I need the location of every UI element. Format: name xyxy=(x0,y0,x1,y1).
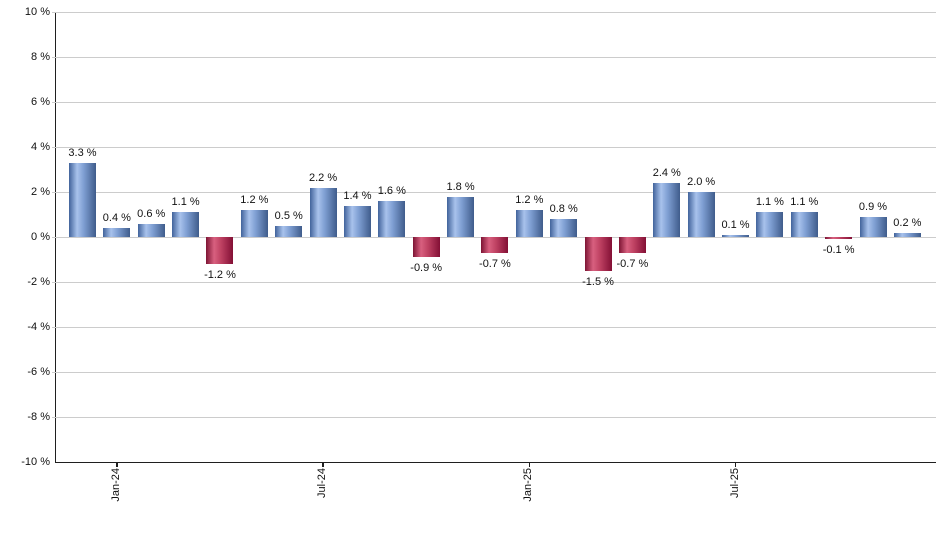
bar-value-label: 0.9 % xyxy=(858,200,888,213)
bar-positive xyxy=(756,212,784,237)
bar-value-label: -1.2 % xyxy=(204,269,236,281)
bar-positive xyxy=(893,232,921,237)
bar-value-label: -0.7 % xyxy=(616,257,649,270)
y-tick-label: 4 % xyxy=(31,141,50,153)
gridline xyxy=(52,56,936,58)
bar-value-label: 1.2 % xyxy=(515,194,544,206)
bar-value-label: 0.5 % xyxy=(274,209,303,222)
bar-positive xyxy=(378,201,406,237)
bar-value-label: 3.3 % xyxy=(68,146,97,159)
x-tick-label: Jul-25 xyxy=(728,468,741,498)
y-tick-label: -10 % xyxy=(21,456,50,468)
gridline xyxy=(52,416,936,418)
bar-value-label: 2.0 % xyxy=(687,176,716,188)
bar-value-label: 1.2 % xyxy=(240,194,269,206)
bar-value-label: 0.2 % xyxy=(893,216,922,229)
bar-value-label: -0.1 % xyxy=(822,244,855,257)
bar-value-label: 0.6 % xyxy=(137,207,166,220)
y-tick-label: 8 % xyxy=(31,51,50,63)
gridline xyxy=(52,146,936,148)
x-axis-tick xyxy=(116,462,118,467)
bar-positive xyxy=(309,187,337,237)
bar-value-label: 1.8 % xyxy=(446,180,475,193)
bar-value-label: 1.6 % xyxy=(377,185,406,197)
bar-negative xyxy=(412,237,440,258)
bar-positive xyxy=(343,205,371,237)
bar-positive xyxy=(550,219,578,237)
bar-value-label: 0.4 % xyxy=(102,212,131,224)
y-tick-label: 10 % xyxy=(24,6,50,18)
bar-positive xyxy=(137,223,165,237)
bar-negative xyxy=(206,237,234,264)
x-axis-tick xyxy=(528,462,531,467)
bar-positive xyxy=(69,162,96,237)
bar-positive xyxy=(859,216,887,237)
y-tick-label: -8 % xyxy=(27,411,50,423)
bar-positive xyxy=(240,210,268,237)
bar-value-label: 1.4 % xyxy=(343,189,372,202)
y-tick-label: -2 % xyxy=(27,276,50,288)
bar-value-label: 2.2 % xyxy=(309,171,338,184)
bar-positive xyxy=(515,210,543,237)
gridline xyxy=(52,191,936,193)
gridline xyxy=(52,326,936,328)
gridline xyxy=(52,11,936,13)
bar-value-label: 1.1 % xyxy=(171,196,200,209)
bar-value-label: -0.7 % xyxy=(479,257,511,270)
bar-positive xyxy=(172,212,200,237)
x-tick-label: Jan-25 xyxy=(522,468,535,502)
bar-positive xyxy=(275,225,303,237)
bar-value-label: 0.8 % xyxy=(549,203,578,215)
bar-value-label: 2.4 % xyxy=(652,167,681,179)
y-tick-label: 0 % xyxy=(31,231,50,243)
bar-value-label: -0.9 % xyxy=(410,262,443,275)
y-tick-label: -4 % xyxy=(27,321,50,333)
bar-negative xyxy=(825,237,853,240)
y-tick-label: 6 % xyxy=(31,96,50,108)
bar-positive xyxy=(653,183,681,237)
gridline xyxy=(52,281,936,283)
bar-positive xyxy=(790,212,818,237)
bar-value-label: 1.1 % xyxy=(755,196,784,209)
bar-negative xyxy=(584,237,612,271)
gridline xyxy=(52,371,936,373)
bar-negative xyxy=(618,237,646,253)
bar-positive xyxy=(722,234,750,237)
y-tick-label: -6 % xyxy=(27,366,50,378)
y-tick-label: 2 % xyxy=(31,186,50,198)
plot-area: 3.3 % 0.4 % 0.6 % 1.1 % -1.2 % 1.2 % 0.5 % 2.2 … xyxy=(52,11,936,502)
x-tick-label: Jan-24 xyxy=(109,468,122,502)
gridline xyxy=(52,101,936,103)
bar-positive xyxy=(103,228,131,237)
bar-positive xyxy=(687,192,715,237)
bar-negative xyxy=(481,237,509,253)
x-axis-tick xyxy=(734,462,737,467)
x-axis-tick xyxy=(322,462,324,467)
bar-value-label: 1.1 % xyxy=(790,196,819,209)
bar-value-label: 0.1 % xyxy=(721,218,750,231)
bar-value-label: -1.5 % xyxy=(582,275,614,288)
bar-positive xyxy=(447,196,475,237)
x-tick-label: Jul-24 xyxy=(316,468,329,498)
